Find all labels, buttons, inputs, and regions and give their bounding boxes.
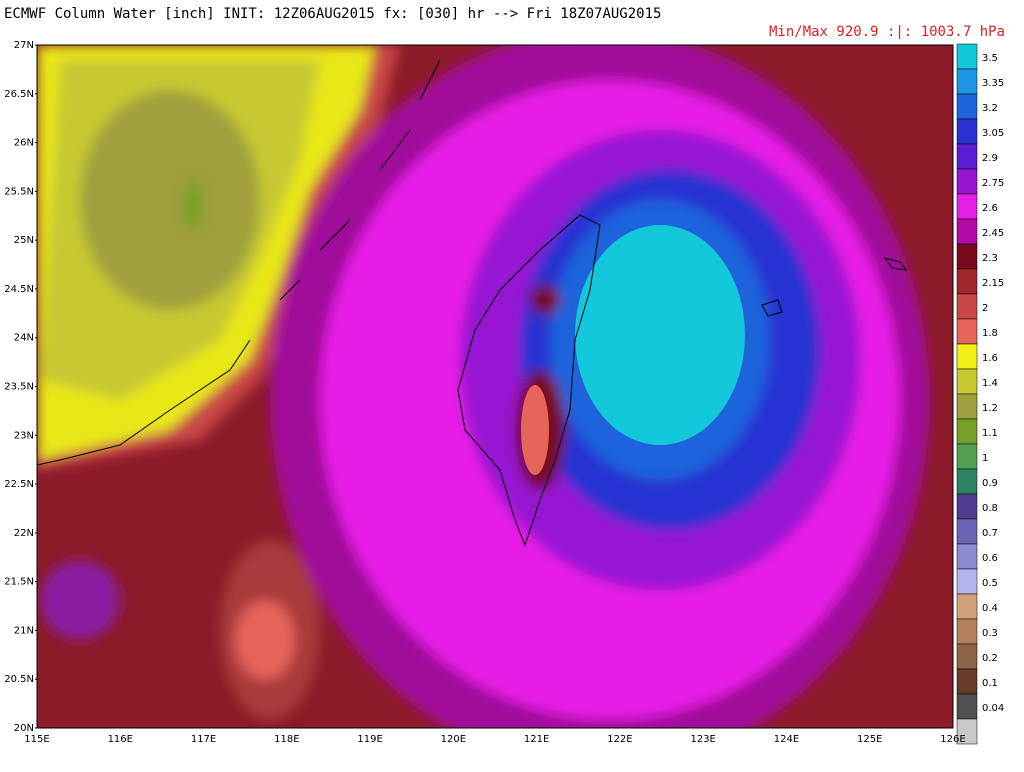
lat-label: 20.5N (4, 674, 34, 685)
lat-label: 23.5N (4, 382, 34, 393)
colorbar-swatch (956, 168, 978, 195)
colorbar-label: 0.1 (982, 678, 998, 689)
lon-label: 124E (774, 734, 799, 745)
lon-label: 122E (607, 734, 632, 745)
colorbar-swatch (956, 193, 978, 220)
colorbar-label: 2 (982, 303, 988, 314)
lon-label: 119E (357, 734, 382, 745)
colorbar-label: 2.15 (982, 278, 1004, 289)
colorbar-swatch (956, 643, 978, 670)
lat-label: 26.5N (4, 89, 34, 100)
colorbar-swatch (956, 218, 978, 245)
lat-label: 22N (14, 528, 34, 539)
colorbar-swatch (956, 593, 978, 620)
colorbar-label: 1 (982, 453, 988, 464)
colorbar-swatch (956, 543, 978, 570)
colorbar-label: 0.04 (982, 703, 1004, 714)
colorbar-label: 0.4 (982, 603, 998, 614)
colorbar-label: 3.2 (982, 103, 998, 114)
colorbar-swatch (956, 93, 978, 120)
lat-label: 24N (14, 333, 34, 344)
lat-label: 21N (14, 625, 34, 636)
colorbar-swatch (956, 618, 978, 645)
colorbar-swatch (956, 468, 978, 495)
colorbar-label: 0.5 (982, 578, 998, 589)
colorbar-label: 0.2 (982, 653, 998, 664)
colorbar-swatch (956, 568, 978, 595)
colorbar-label: 1.4 (982, 378, 998, 389)
colorbar-label: 3.5 (982, 53, 998, 64)
lat-label: 20N (14, 723, 34, 734)
lat-label: 22.5N (4, 479, 34, 490)
lat-label: 25.5N (4, 186, 34, 197)
colorbar-swatch (956, 268, 978, 295)
lat-label: 26N (14, 138, 34, 149)
colorbar-swatch (956, 493, 978, 520)
lat-label: 27N (14, 40, 34, 51)
lon-label: 115E (24, 734, 49, 745)
colorbar-label: 1.8 (982, 328, 998, 339)
colorbar-label: 0.3 (982, 628, 998, 639)
colorbar-swatch (956, 343, 978, 370)
colorbar-swatch (956, 693, 978, 720)
colorbar-label: 2.9 (982, 153, 998, 164)
colorbar-swatch (956, 718, 978, 745)
lat-label: 23N (14, 430, 34, 441)
colorbar-label: 1.1 (982, 428, 998, 439)
colorbar-label: 3.05 (982, 128, 1004, 139)
colorbar-swatch (956, 293, 978, 320)
colorbar: 3.5 3.35 3.2 3.05 2.9 2.75 2.6 2.45 2.3 2.15 2 1.8 1… (956, 43, 1004, 745)
colorbar-label: 2.6 (982, 203, 998, 214)
colorbar-swatch (956, 443, 978, 470)
colorbar-swatch (956, 118, 978, 145)
colorbar-label: 1.2 (982, 403, 998, 414)
colorbar-swatch (956, 668, 978, 695)
title: ECMWF Column Water [inch] INIT: 12Z06AUG… (4, 6, 661, 22)
colorbar-swatch (956, 318, 978, 345)
field (37, 45, 953, 728)
colorbar-label: 0.9 (982, 478, 998, 489)
colorbar-label: 2.75 (982, 178, 1004, 189)
colorbar-swatch (956, 43, 978, 70)
colorbar-swatch (956, 243, 978, 270)
lat-label: 25N (14, 235, 34, 246)
colorbar-label: 3.35 (982, 78, 1004, 89)
lon-label: 125E (857, 734, 882, 745)
colorbar-swatch (956, 518, 978, 545)
lat-label: 24.5N (4, 284, 34, 295)
colorbar-label: 2.45 (982, 228, 1004, 239)
colorbar-swatch (956, 368, 978, 395)
subtitle: Min/Max 920.9 :|: 1003.7 hPa (769, 24, 1005, 40)
colorbar-label: 1.6 (982, 353, 998, 364)
colorbar-swatch (956, 68, 978, 95)
colorbar-label: 0.8 (982, 503, 998, 514)
colorbar-label: 0.7 (982, 528, 998, 539)
colorbar-label: 0.6 (982, 553, 998, 564)
colorbar-swatch (956, 143, 978, 170)
colorbar-swatch (956, 418, 978, 445)
lon-label: 120E (441, 734, 466, 745)
lon-label: 118E (274, 734, 299, 745)
colorbar-label: 2.3 (982, 253, 998, 264)
colorbar-swatch (956, 393, 978, 420)
lon-label: 123E (690, 734, 715, 745)
lon-label: 117E (191, 734, 216, 745)
lat-label: 21.5N (4, 577, 34, 588)
lon-label: 126E (940, 734, 965, 745)
lon-label: 116E (108, 734, 133, 745)
lon-label: 121E (524, 734, 549, 745)
